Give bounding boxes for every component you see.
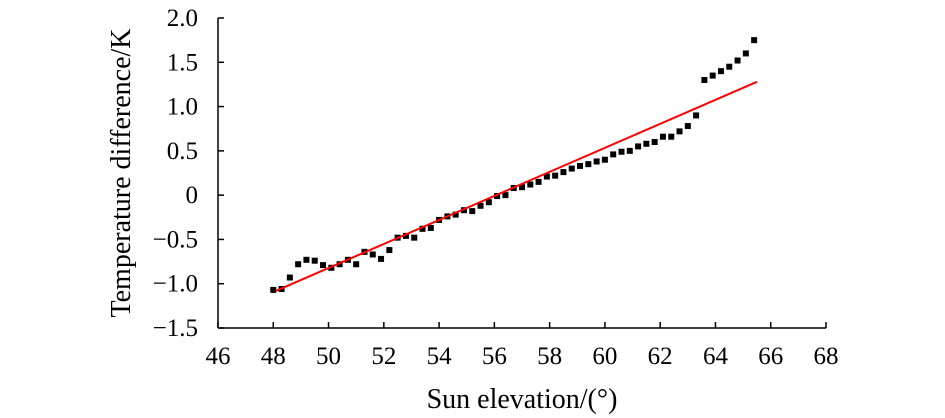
data-point [601,156,608,163]
data-point [477,202,484,209]
y-tick-label: 1.0 [167,94,198,121]
data-point [709,72,716,79]
data-point [427,224,434,231]
data-point [668,133,675,140]
data-point [552,172,559,179]
x-tick-label: 64 [703,343,729,370]
data-point [742,50,749,57]
y-tick-label: −1.0 [153,271,198,298]
data-point [543,173,550,180]
y-tick-label: 2.0 [167,5,198,32]
y-tick-label: −0.5 [153,226,198,253]
data-point [320,262,327,269]
x-tick-label: 50 [316,343,341,370]
data-point [577,162,584,169]
data-point [618,148,625,155]
y-axis-title: Temperature difference/K [106,28,137,317]
data-point [411,234,418,241]
x-tick-label: 56 [482,343,507,370]
data-point [494,193,501,200]
x-tick-label: 48 [261,343,286,370]
data-point [651,139,658,145]
x-ticks: 46 48 50 52 54 56 58 60 62 64 66 68 [206,322,839,370]
data-point [295,261,302,268]
data-point [303,256,310,263]
x-tick-label: 54 [427,343,453,370]
data-point [560,169,567,176]
data-point [568,165,575,172]
y-tick-label: −1.5 [153,315,198,342]
data-point [311,257,318,264]
data-point [701,77,708,83]
y-tick-label: 0 [186,182,199,209]
x-tick-label: 60 [592,343,617,370]
data-point [693,112,700,119]
data-point [535,178,542,185]
data-point [643,140,650,147]
data-point [527,181,534,188]
data-point [726,63,733,70]
data-point [717,68,724,75]
data-point [402,232,409,239]
data-point [659,133,666,140]
data-point [610,151,617,158]
data-point [353,261,360,268]
data-point [585,161,592,168]
data-point [751,37,758,44]
scatter-points [270,37,758,293]
data-point [386,247,393,254]
data-point [502,192,509,199]
data-point [676,128,683,135]
x-tick-label: 62 [648,343,673,370]
data-point [635,143,642,150]
data-point [469,208,476,215]
x-axis-title: Sun elevation/(°) [427,384,618,415]
y-tick-label: 1.5 [167,49,198,76]
data-point [286,274,293,281]
x-tick-label: 58 [537,343,562,370]
y-axis: −1.5 −1.0 −0.5 0 0.5 1.0 1.5 2.0 [153,5,224,342]
data-point [734,57,741,64]
data-point [626,147,633,154]
data-point [452,211,459,218]
data-point [419,225,426,232]
y-tick-label: 0.5 [167,138,198,165]
data-point [378,255,385,262]
x-tick-label: 52 [371,343,396,370]
x-tick-label: 46 [206,343,231,370]
data-point [270,286,277,293]
x-tick-label: 68 [814,343,839,370]
x-tick-label: 66 [758,343,783,370]
y-ticks: −1.5 −1.0 −0.5 0 0.5 1.0 1.5 2.0 [153,5,224,342]
data-point [593,158,600,165]
data-point [519,184,525,191]
x-axis: 46 48 50 52 54 56 58 60 62 64 66 68 [206,322,839,370]
fit-line-group [275,80,758,292]
data-point [684,123,691,130]
data-point [485,199,492,206]
fit-line [275,80,758,292]
data-point [369,251,376,258]
